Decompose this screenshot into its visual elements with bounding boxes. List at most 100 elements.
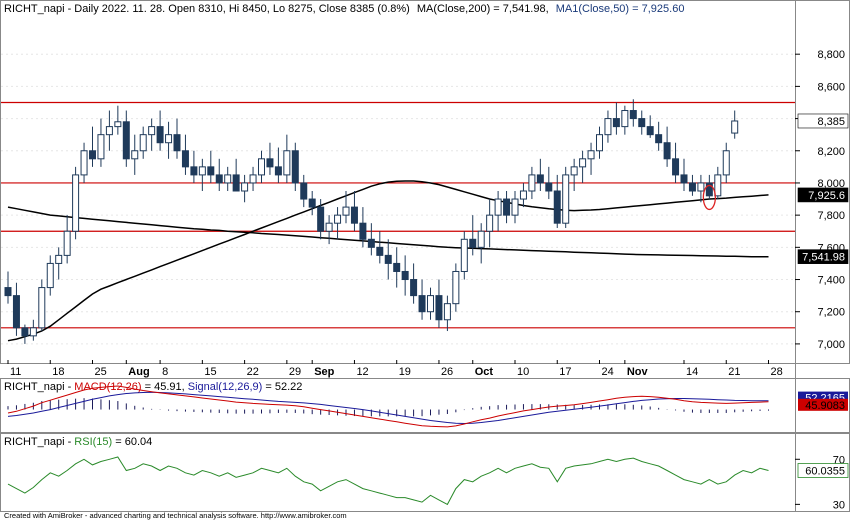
candle-body	[131, 150, 139, 160]
candle-body	[122, 121, 130, 160]
candle-body	[410, 279, 418, 297]
candle-body	[680, 174, 688, 184]
horizontal-lines	[1, 101, 795, 329]
candle-body	[545, 182, 553, 192]
candle-body	[274, 166, 282, 176]
x-tick-label: 10	[517, 366, 529, 378]
candle-body	[714, 174, 722, 197]
candle-body	[21, 327, 29, 337]
x-tick-label: 19	[399, 366, 411, 378]
x-tick-label: 29	[289, 366, 301, 378]
value-label-box	[797, 113, 849, 129]
macd-title: RICHT_napi - MACD(12,26) = 45.91, Signal…	[4, 381, 302, 393]
candle-body	[553, 190, 561, 224]
footer-credit: Created with AmiBroker - advanced charti…	[4, 511, 347, 520]
candle-body	[528, 174, 536, 192]
candle-body	[173, 134, 181, 152]
candle-body	[731, 120, 739, 134]
candle-body	[469, 238, 477, 248]
candle-body	[477, 230, 485, 248]
candle-body	[12, 295, 20, 329]
rsi-line	[7, 456, 769, 506]
price-tick-label: 7,000	[817, 339, 845, 351]
macd-plot	[7, 385, 769, 428]
candle-body	[342, 206, 350, 216]
x-tick-label: 22	[247, 366, 259, 378]
candle-body	[722, 150, 730, 176]
candle-body	[4, 287, 12, 297]
candle-body	[156, 126, 164, 144]
candle-body	[224, 174, 232, 184]
candle-body	[655, 134, 663, 144]
candle-body	[376, 246, 384, 256]
price-tick-label: 8,000	[817, 178, 845, 190]
x-tick-label: 28	[771, 366, 783, 378]
x-tick-label: Aug	[128, 366, 149, 378]
price-tick-label: 7,800	[817, 210, 845, 222]
value-label-box	[797, 187, 849, 203]
candle-body	[207, 166, 215, 176]
candle-body	[460, 238, 468, 272]
candle-body	[688, 182, 696, 192]
candle-body	[266, 158, 274, 168]
ma50-label: MA1(Close,50) = 7,925.60	[556, 3, 685, 15]
macd-value-box	[798, 398, 848, 411]
candle-body	[97, 134, 105, 160]
x-tick-label: 17	[559, 366, 571, 378]
candle-body	[258, 158, 265, 176]
x-tick-label: 21	[728, 366, 740, 378]
value-label-box	[797, 249, 849, 264]
candle-body	[181, 150, 189, 168]
candle-body	[621, 110, 629, 128]
candle-body	[596, 134, 603, 152]
candle-body	[249, 174, 257, 184]
candle-body	[452, 270, 460, 305]
candle-body	[570, 166, 578, 176]
signal-series-label: Signal(12,26,9)	[188, 381, 263, 393]
candle-body	[646, 126, 654, 136]
candle-body	[384, 254, 392, 264]
candle-body	[629, 110, 637, 120]
candle-body	[325, 222, 333, 232]
price-tick-label: 8,800	[817, 49, 845, 61]
candle-body	[697, 182, 705, 192]
candle-body	[300, 182, 308, 200]
candle-body	[283, 150, 291, 176]
rsi-title: RICHT_napi - RSI(15) = 60.04	[4, 436, 152, 448]
candle-body	[435, 295, 443, 321]
macd-line	[7, 385, 769, 428]
candle-body	[46, 262, 54, 289]
candle-body	[672, 158, 680, 176]
candle-body	[494, 198, 502, 216]
candle-body	[165, 134, 173, 144]
candle-body	[393, 262, 401, 272]
candle-body	[80, 150, 88, 176]
x-tick-label: 18	[52, 366, 64, 378]
candle-body	[190, 166, 198, 176]
chart-title: RICHT_napi - Daily 2022. 11. 28. Open 83…	[4, 3, 684, 15]
x-tick-label: 14	[686, 366, 698, 378]
candle-body	[427, 295, 434, 313]
candle-body	[198, 166, 206, 176]
x-tick-label: 15	[204, 366, 216, 378]
candle-body	[519, 190, 527, 200]
candle-body	[63, 230, 71, 256]
rsi-value-box	[797, 463, 849, 478]
rsi-plot	[7, 456, 769, 506]
candle-body	[511, 198, 519, 216]
x-tick-label: 11	[10, 366, 21, 378]
candle-body	[612, 118, 620, 128]
rsi-tick-label: 30	[833, 499, 845, 511]
chart-title-prefix: RICHT_napi - Daily 2022. 11. 28. Open 83…	[4, 3, 410, 15]
price-tick-label: 7,400	[817, 275, 845, 287]
candle-body	[562, 174, 570, 224]
x-tick-label: Nov	[627, 366, 649, 378]
candle-body	[114, 121, 122, 128]
value-label-text: 8,385	[817, 116, 845, 128]
candles	[4, 99, 739, 344]
signal-series-value: = 52.22	[265, 381, 302, 393]
candle-body	[148, 126, 156, 136]
x-tick-label: 8	[162, 366, 168, 378]
x-axis: 11 18 25 Aug 8 15 22 29 Sep 12 19 26 Oct 10 17 24 Nov 14 2…	[7, 360, 783, 378]
